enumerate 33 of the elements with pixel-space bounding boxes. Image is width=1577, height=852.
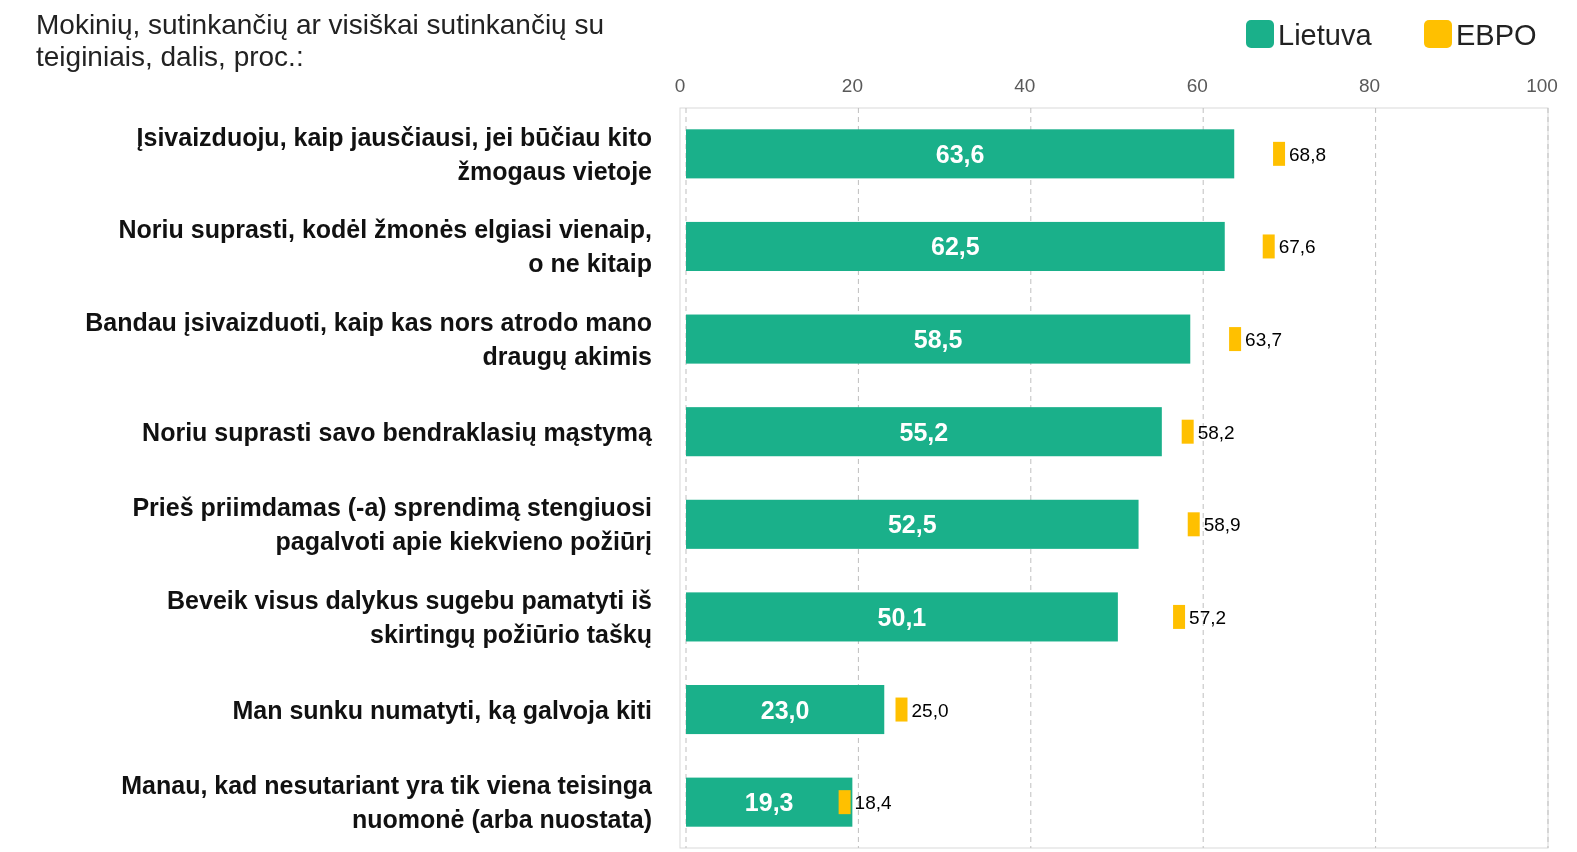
y-tick-label: Beveik visus dalykus sugebu pamatyti iš skirtingų požiūrio taškų <box>167 585 652 648</box>
data-label: 62,5 <box>931 232 980 261</box>
data-label: 55,2 <box>899 417 949 446</box>
text: Mokinių, sutinkančių ar visiškai sutinkančių su teiginiais, dalis, proc.: <box>36 9 605 72</box>
data-label: 63,6 <box>935 139 985 168</box>
data-label: 23,0 <box>760 695 810 724</box>
x-tick-label: 60 <box>1186 75 1208 96</box>
data-label: 18,4 <box>854 792 893 814</box>
data-label: 63,7 <box>1245 329 1283 351</box>
x-tick-label: 40 <box>1014 75 1036 96</box>
data-label: 58,5 <box>913 325 963 354</box>
x-tick-label: 80 <box>1359 75 1381 96</box>
y-tick-label: Noriu suprasti, kodėl žmonės elgiasi vienaip, o ne kitaip <box>118 215 652 278</box>
data-label: 68,8 <box>1289 143 1327 165</box>
y-tick-label: Prieš priimdamas (-a) sprendimą stengiuosi pagalvoti apie kiekvieno požiūrį <box>132 493 652 556</box>
y-tick-label: Man sunku numatyti, ką galvoja kiti <box>232 695 652 724</box>
legend-label: Lietuva <box>1278 19 1373 51</box>
y-tick-label: Manau, kad nesutariant yra tik viena teisinga nuomonė (arba nuostata) <box>121 771 654 834</box>
y-tick-label: Noriu suprasti savo bendraklasių mąstymą <box>142 417 654 446</box>
x-tick-label: 20 <box>841 75 863 96</box>
y-tick-label: Bandau įsivaizduoti, kaip kas nors atrodo mano draugų akimis <box>85 308 652 371</box>
y-tick-label: Įsivaizduoju, kaip jausčiausi, jei būčiau kito žmogaus vietoje <box>136 122 653 185</box>
data-label: 52,5 <box>887 510 937 539</box>
x-tick-label: 0 <box>674 75 686 96</box>
x-tick-label: 100 <box>1526 75 1558 96</box>
data-label: 58,2 <box>1197 421 1235 443</box>
data-label: 67,6 <box>1278 236 1316 258</box>
data-label: 58,9 <box>1203 514 1241 536</box>
data-label: 25,0 <box>911 699 949 721</box>
data-label: 57,2 <box>1189 606 1227 628</box>
legend-label: EBPO <box>1456 19 1537 51</box>
data-label: 19,3 <box>744 788 794 817</box>
data-label: 50,1 <box>877 602 927 631</box>
